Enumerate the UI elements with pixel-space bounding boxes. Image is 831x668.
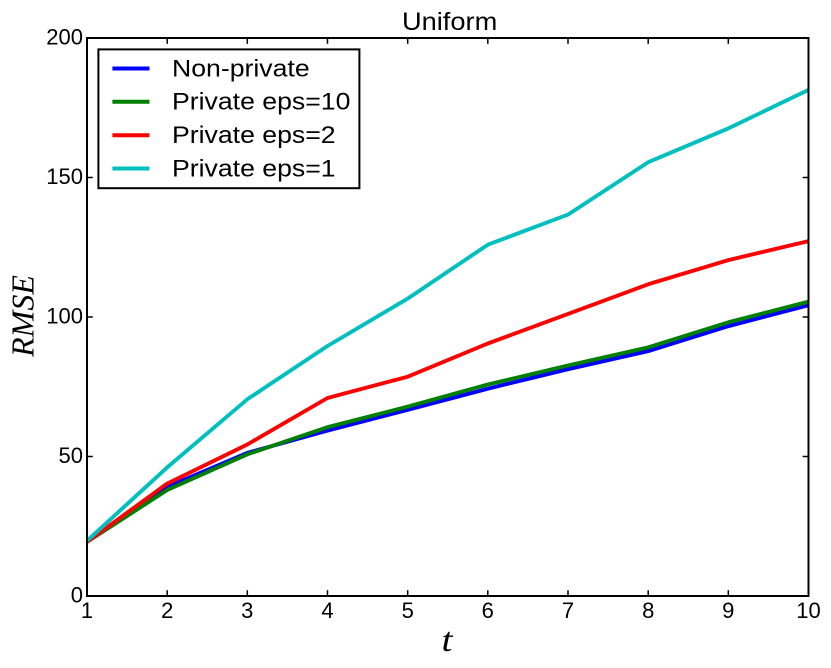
svg-text:6: 6 <box>482 598 494 623</box>
svg-text:150: 150 <box>46 164 83 189</box>
svg-text:RMSE: RMSE <box>5 275 41 358</box>
svg-text:Private eps=10: Private eps=10 <box>172 89 350 116</box>
svg-text:Private eps=1: Private eps=1 <box>172 156 336 183</box>
svg-text:0: 0 <box>71 582 83 607</box>
svg-text:10: 10 <box>796 598 820 623</box>
svg-text:Private eps=2: Private eps=2 <box>172 122 336 149</box>
svg-text:100: 100 <box>46 303 83 328</box>
svg-text:1: 1 <box>81 598 93 623</box>
svg-text:5: 5 <box>402 598 414 623</box>
svg-text:9: 9 <box>722 598 734 623</box>
svg-text:50: 50 <box>59 443 83 468</box>
svg-text:Non-private: Non-private <box>172 55 310 82</box>
svg-text:7: 7 <box>562 598 574 623</box>
svg-text:t: t <box>442 621 454 659</box>
svg-text:8: 8 <box>642 598 654 623</box>
svg-text:Uniform: Uniform <box>402 7 497 36</box>
svg-text:4: 4 <box>321 598 333 623</box>
svg-text:200: 200 <box>46 24 83 49</box>
svg-text:2: 2 <box>161 598 173 623</box>
svg-text:3: 3 <box>241 598 253 623</box>
